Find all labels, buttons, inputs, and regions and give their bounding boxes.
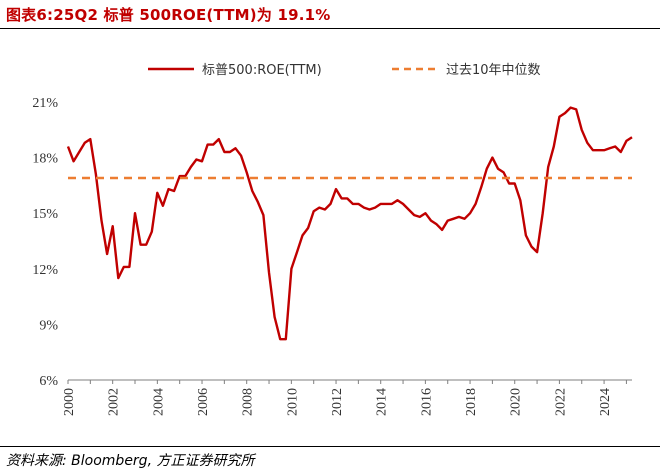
- x-tick-label: 2004: [151, 388, 166, 416]
- figure-title: 图表6:25Q2 标普 500ROE(TTM)为 19.1%: [6, 6, 331, 24]
- x-axis: 2000 2002 2004 2006 2008 2010 2012 2014 2016 2018…: [62, 379, 632, 416]
- y-tick-label: 21%: [32, 96, 58, 111]
- y-tick-label: 6%: [39, 374, 58, 389]
- x-tick-label: 2018: [464, 388, 479, 416]
- x-tick-label: 2002: [107, 388, 122, 416]
- y-tick-label: 15%: [32, 207, 58, 222]
- roe-series-line: [66, 106, 633, 341]
- y-tick-label: 18%: [32, 152, 58, 167]
- x-tick-label: 2020: [509, 388, 524, 416]
- x-tick-label: 2000: [62, 388, 77, 416]
- source-rule: [0, 446, 660, 447]
- line-chart: 标普500:ROE(TTM) 过去10年中位数 6%9%12%15%18%21% …: [32, 63, 633, 416]
- x-tick-label: 2006: [196, 388, 211, 416]
- y-tick-label: 9%: [39, 318, 58, 333]
- plot-area: [66, 106, 633, 341]
- x-tick-label: 2016: [419, 388, 434, 416]
- legend-label: 过去10年中位数: [446, 63, 541, 78]
- x-tick-label: 2010: [285, 388, 300, 416]
- legend-label: 标普500:ROE(TTM): [202, 63, 322, 78]
- source-note: 资料来源: Bloomberg, 方正证券研究所: [6, 453, 255, 469]
- chart-legend: 标普500:ROE(TTM) 过去10年中位数: [148, 63, 541, 78]
- y-tick-label: 12%: [32, 263, 58, 278]
- x-tick-label: 2024: [598, 388, 613, 416]
- y-axis: 6% 9% 12% 15% 18% 21%: [32, 96, 58, 389]
- x-tick-label: 2022: [553, 388, 568, 416]
- x-tick-label: 2012: [330, 388, 345, 416]
- x-tick-label: 2014: [375, 388, 390, 416]
- title-rule: [0, 28, 660, 29]
- x-tick-label: 2008: [241, 388, 256, 416]
